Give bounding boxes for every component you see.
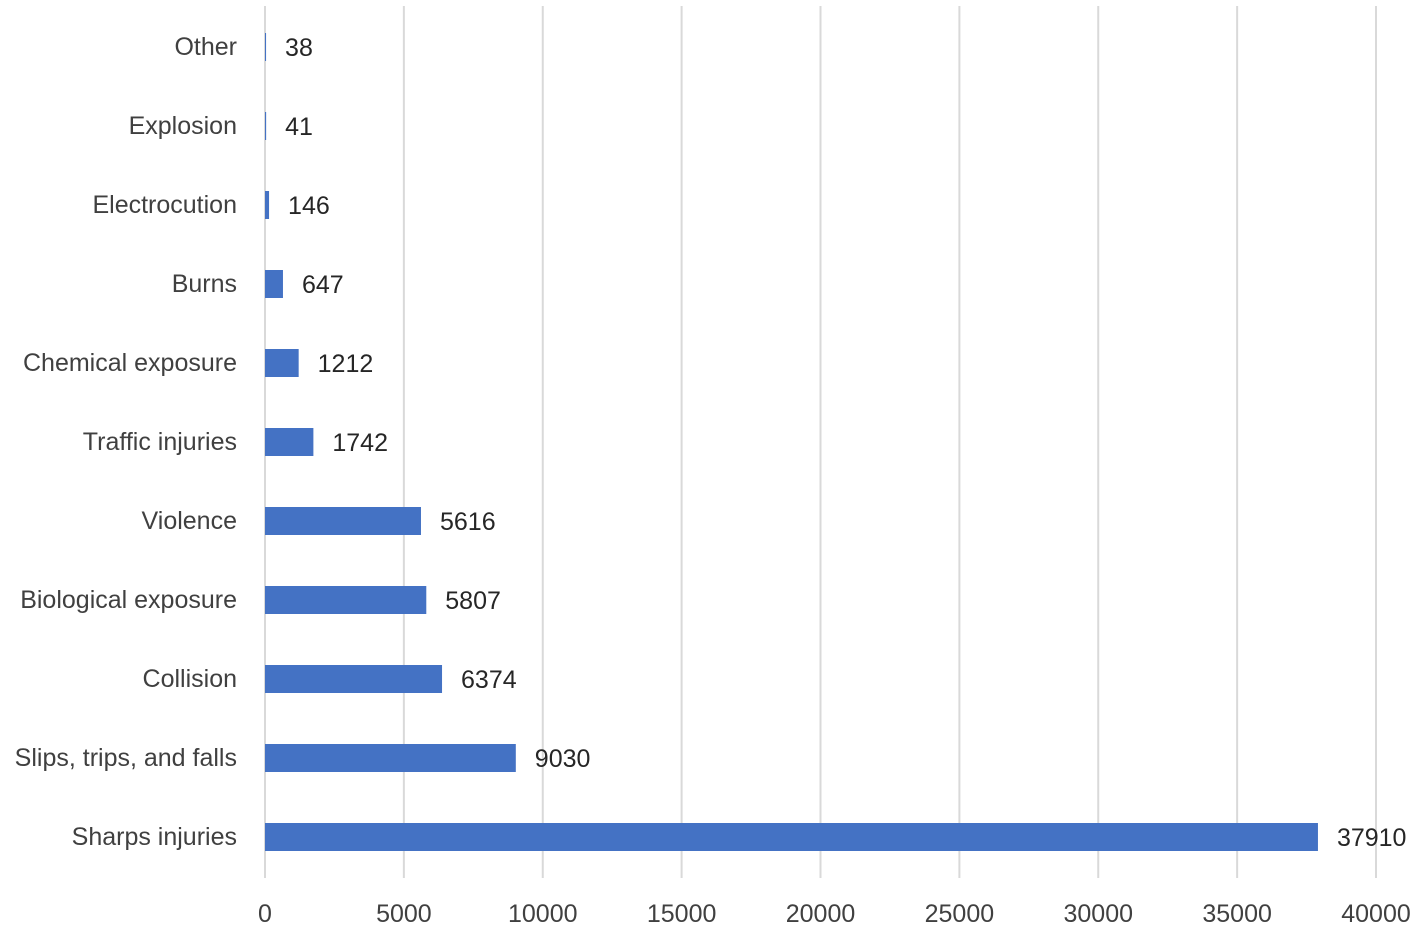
data-label: 9030	[535, 745, 591, 773]
x-tick-label: 30000	[1063, 900, 1133, 928]
bar	[265, 112, 267, 140]
data-label: 1742	[332, 429, 388, 457]
data-label: 37910	[1337, 824, 1407, 852]
category-label: Violence	[142, 507, 237, 535]
bar	[265, 349, 299, 377]
category-axis-labels: Other Explosion Electrocution Burns Chemical…	[15, 33, 237, 851]
category-label: Biological exposure	[20, 586, 237, 614]
x-tick-label: 0	[258, 900, 272, 928]
category-label: Chemical exposure	[23, 349, 237, 377]
data-label: 5616	[440, 508, 496, 536]
bar	[265, 823, 1318, 851]
category-label: Collision	[143, 665, 237, 693]
bar	[265, 665, 443, 693]
x-tick-label: 15000	[647, 900, 717, 928]
bars	[265, 33, 1318, 851]
value-axis-tick-labels: 0 5000 10000 15000 20000 25000 30000 35000 40000	[258, 900, 1411, 928]
bar	[265, 33, 267, 61]
x-tick-label: 35000	[1202, 900, 1272, 928]
data-label: 1212	[318, 350, 374, 378]
data-labels: 38 41 146 647 1212 1742 5616 5807 6374 9030 37910	[285, 34, 1406, 852]
category-label: Explosion	[129, 112, 237, 140]
x-tick-label: 40000	[1341, 900, 1411, 928]
bar	[265, 270, 283, 298]
bar	[265, 191, 270, 219]
data-label: 146	[288, 192, 330, 220]
data-label: 38	[285, 34, 313, 62]
category-label: Traffic injuries	[83, 428, 237, 456]
gridlines	[264, 6, 1377, 878]
data-label: 6374	[461, 666, 517, 694]
data-label: 647	[302, 271, 344, 299]
category-label: Slips, trips, and falls	[15, 744, 237, 772]
bar	[265, 507, 421, 535]
bar	[265, 428, 314, 456]
x-tick-label: 20000	[786, 900, 856, 928]
category-label: Electrocution	[92, 191, 237, 219]
x-tick-label: 25000	[925, 900, 995, 928]
x-tick-label: 10000	[508, 900, 578, 928]
bar	[265, 744, 516, 772]
category-label: Other	[174, 33, 237, 61]
x-tick-label: 5000	[376, 900, 432, 928]
category-label: Burns	[172, 270, 237, 298]
data-label: 5807	[445, 587, 501, 615]
data-label: 41	[285, 113, 313, 141]
category-label: Sharps injuries	[72, 823, 237, 851]
bar	[265, 586, 427, 614]
